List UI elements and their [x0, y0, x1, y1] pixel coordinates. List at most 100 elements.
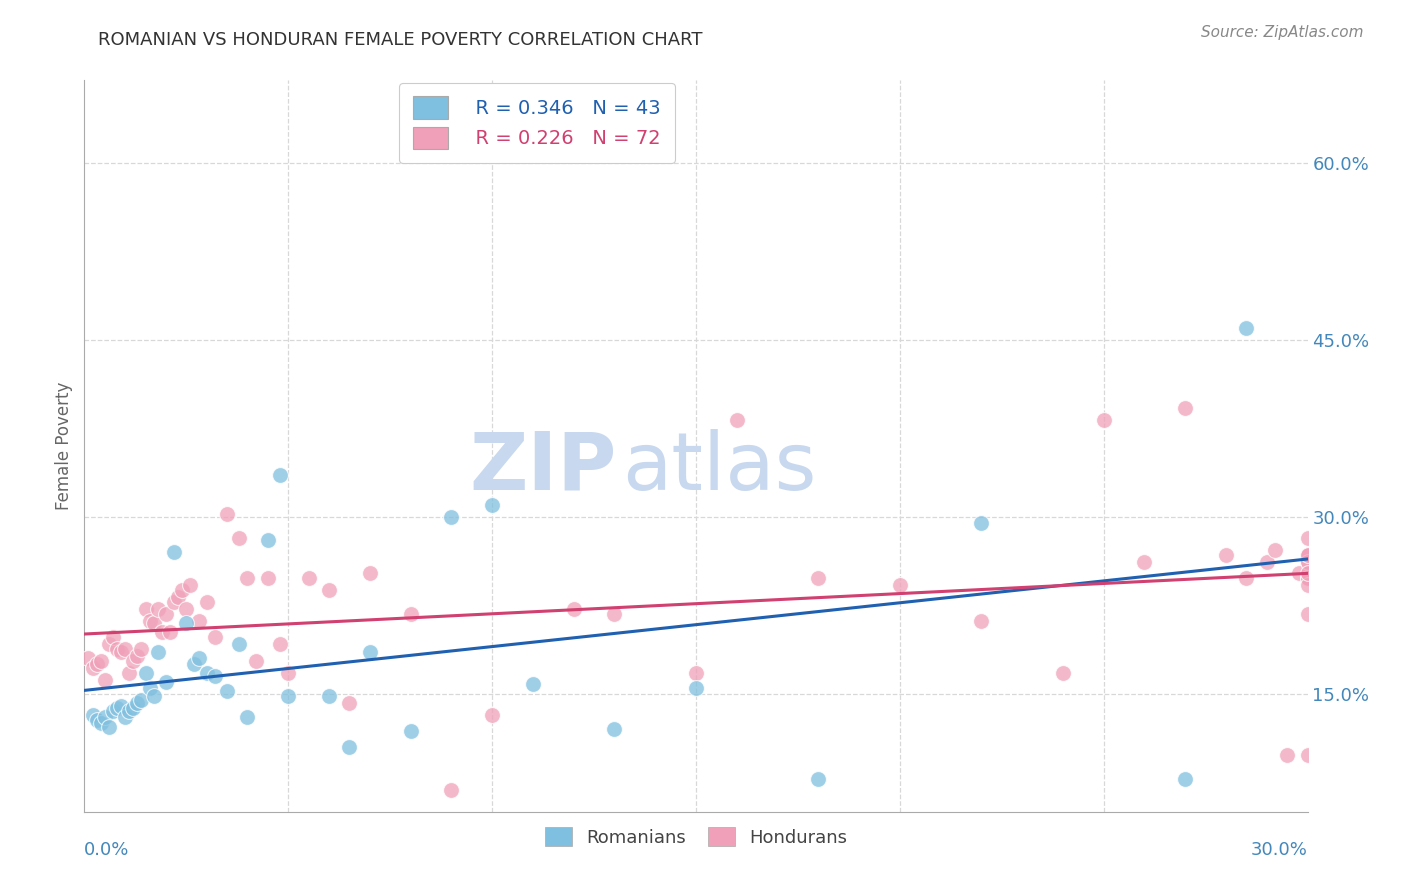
Point — [1277, 748, 1299, 763]
Point — [277, 665, 299, 680]
Point — [236, 571, 259, 585]
Point — [359, 566, 381, 581]
Point — [138, 614, 160, 628]
Point — [174, 602, 197, 616]
Point — [97, 720, 120, 734]
Point — [167, 590, 190, 604]
Point — [1133, 555, 1156, 569]
Point — [522, 677, 544, 691]
Point — [1296, 571, 1319, 585]
Point — [1296, 555, 1319, 569]
Point — [159, 625, 181, 640]
Point — [1264, 542, 1286, 557]
Point — [101, 705, 124, 719]
Point — [359, 645, 381, 659]
Point — [163, 545, 186, 559]
Point — [257, 571, 280, 585]
Point — [1174, 772, 1197, 786]
Point — [217, 684, 239, 698]
Legend: Romanians, Hondurans: Romanians, Hondurans — [537, 820, 855, 854]
Point — [135, 602, 157, 616]
Point — [142, 689, 165, 703]
Point — [970, 516, 993, 530]
Point — [440, 783, 463, 797]
Point — [122, 701, 145, 715]
Point — [90, 654, 112, 668]
Point — [228, 531, 250, 545]
Point — [217, 508, 239, 522]
Point — [685, 681, 707, 695]
Point — [90, 716, 112, 731]
Point — [481, 498, 503, 512]
Point — [204, 630, 226, 644]
Point — [1296, 748, 1319, 763]
Y-axis label: Female Poverty: Female Poverty — [55, 382, 73, 510]
Point — [440, 509, 463, 524]
Point — [93, 673, 115, 687]
Point — [1296, 578, 1319, 592]
Point — [179, 578, 201, 592]
Point — [110, 645, 132, 659]
Point — [101, 630, 124, 644]
Point — [399, 607, 422, 621]
Point — [725, 413, 748, 427]
Point — [807, 772, 830, 786]
Point — [105, 641, 128, 656]
Point — [146, 645, 169, 659]
Point — [298, 571, 321, 585]
Point — [1236, 321, 1258, 335]
Point — [1296, 548, 1319, 562]
Point — [127, 648, 149, 663]
Point — [204, 669, 226, 683]
Point — [685, 665, 707, 680]
Point — [339, 696, 361, 710]
Point — [138, 681, 160, 695]
Point — [1296, 548, 1319, 562]
Point — [195, 665, 218, 680]
Point — [174, 615, 197, 630]
Point — [245, 654, 267, 668]
Point — [131, 641, 153, 656]
Point — [155, 675, 177, 690]
Point — [318, 689, 340, 703]
Point — [603, 722, 626, 736]
Point — [970, 614, 993, 628]
Point — [562, 602, 585, 616]
Point — [93, 710, 115, 724]
Point — [118, 705, 141, 719]
Point — [183, 657, 205, 672]
Text: 30.0%: 30.0% — [1251, 841, 1308, 859]
Point — [118, 665, 141, 680]
Point — [114, 710, 136, 724]
Point — [97, 637, 120, 651]
Point — [163, 595, 186, 609]
Point — [1296, 548, 1319, 562]
Point — [889, 578, 911, 592]
Point — [1174, 401, 1197, 416]
Point — [150, 625, 173, 640]
Point — [195, 595, 218, 609]
Text: 0.0%: 0.0% — [84, 841, 129, 859]
Point — [269, 637, 291, 651]
Point — [1052, 665, 1074, 680]
Point — [1296, 555, 1319, 569]
Point — [269, 468, 291, 483]
Point — [236, 710, 259, 724]
Point — [187, 614, 209, 628]
Point — [82, 661, 104, 675]
Point — [131, 692, 153, 706]
Point — [142, 615, 165, 630]
Point — [155, 607, 177, 621]
Point — [122, 654, 145, 668]
Point — [257, 533, 280, 548]
Point — [1236, 571, 1258, 585]
Point — [1288, 566, 1310, 581]
Point — [105, 701, 128, 715]
Point — [481, 708, 503, 723]
Point — [807, 571, 830, 585]
Point — [228, 637, 250, 651]
Point — [318, 582, 340, 597]
Point — [127, 696, 149, 710]
Point — [399, 724, 422, 739]
Point — [1092, 413, 1115, 427]
